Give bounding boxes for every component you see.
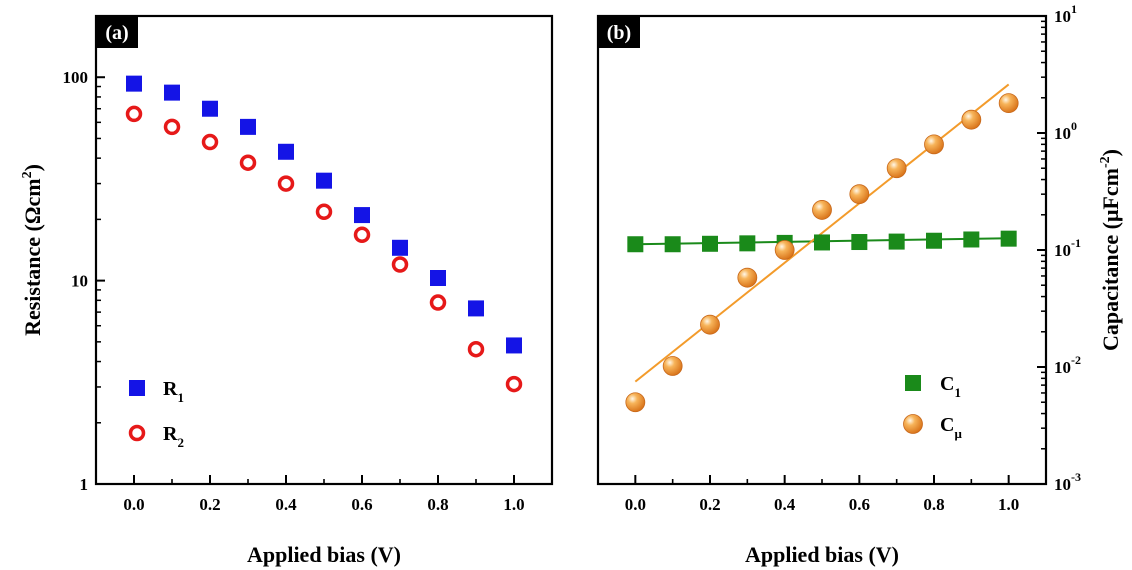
y-tick-label: 10-3 bbox=[1054, 470, 1081, 494]
panel-tag-box bbox=[598, 16, 640, 48]
data-point bbox=[963, 231, 980, 248]
data-point bbox=[998, 93, 1019, 114]
x-tick-label: 0.4 bbox=[275, 495, 297, 514]
x-tick-label: 0.0 bbox=[625, 495, 646, 514]
data-point bbox=[315, 203, 333, 221]
data-point bbox=[737, 267, 758, 288]
panel-tag-box bbox=[96, 16, 138, 48]
data-point bbox=[201, 133, 219, 151]
data-point bbox=[278, 143, 294, 160]
data-point bbox=[240, 118, 256, 135]
legend-label: R2 bbox=[163, 423, 184, 450]
x-tick-label: 0.0 bbox=[123, 495, 144, 514]
data-point bbox=[888, 233, 905, 250]
y-tick-label: 100 bbox=[63, 68, 89, 87]
data-point bbox=[126, 75, 142, 92]
data-series bbox=[625, 93, 1019, 413]
legend-marker bbox=[905, 375, 921, 391]
y-tick-label: 100 bbox=[1054, 119, 1077, 143]
data-point bbox=[505, 375, 523, 393]
data-point bbox=[506, 337, 522, 354]
data-point bbox=[774, 240, 795, 260]
data-series bbox=[125, 105, 523, 393]
panel-tag-label: (a) bbox=[105, 22, 128, 44]
data-point bbox=[851, 234, 868, 251]
data-point bbox=[662, 356, 683, 376]
data-point bbox=[886, 158, 907, 179]
data-point bbox=[277, 175, 295, 192]
y-tick-label: 10-1 bbox=[1054, 236, 1081, 260]
data-point bbox=[926, 232, 942, 249]
data-point bbox=[700, 314, 720, 335]
data-point bbox=[239, 154, 257, 171]
data-point bbox=[664, 236, 681, 253]
data-point bbox=[164, 84, 180, 101]
data-point bbox=[702, 235, 718, 252]
y-axis-title: Capacitance (μFcm-2) bbox=[1098, 149, 1123, 351]
x-tick-label: 0.6 bbox=[849, 495, 870, 514]
data-point bbox=[627, 236, 644, 253]
x-axis-title: Applied bias (V) bbox=[745, 542, 899, 567]
legend-label: R1 bbox=[163, 378, 184, 405]
x-tick-label: 0.4 bbox=[774, 495, 796, 514]
y-tick-label: 10 bbox=[71, 272, 88, 291]
data-point bbox=[1000, 230, 1017, 247]
panel-tag-label: (b) bbox=[607, 22, 631, 44]
data-point bbox=[812, 200, 832, 220]
legend: C1 Cμ bbox=[903, 373, 962, 441]
y-tick-label: 1 bbox=[80, 475, 89, 494]
x-axis-title: Applied bias (V) bbox=[247, 542, 401, 567]
data-point bbox=[467, 340, 485, 358]
x-tick-label: 0.8 bbox=[923, 495, 944, 514]
data-point bbox=[163, 118, 181, 136]
data-point bbox=[430, 270, 446, 287]
data-point bbox=[961, 109, 982, 130]
panel-tag: (a) bbox=[96, 16, 138, 48]
data-point bbox=[924, 134, 944, 155]
x-tick-label: 1.0 bbox=[998, 495, 1019, 514]
x-tick-label: 0.2 bbox=[699, 495, 720, 514]
data-point bbox=[353, 226, 371, 244]
data-point bbox=[391, 256, 409, 273]
data-point bbox=[625, 392, 646, 413]
panel-b-capacitance-chart: (b) 0.0 0.2 0.4 0.6 0.8 1.0 10-3 10-2 10-1 100 101 A… bbox=[596, 2, 1123, 567]
panel-tag: (b) bbox=[598, 16, 640, 48]
data-point bbox=[202, 100, 218, 117]
panel-a-resistance-chart: (a) 0.0 0.2 0.4 0.6 0.8 1.0 1 10 100 Applied bias … bbox=[20, 14, 554, 567]
data-point bbox=[354, 207, 370, 224]
data-point bbox=[125, 105, 143, 123]
data-point bbox=[849, 184, 870, 205]
legend: R1 R2 bbox=[128, 378, 184, 450]
data-point bbox=[739, 235, 756, 252]
legend-label: Cμ bbox=[940, 414, 962, 441]
x-tick-label: 1.0 bbox=[503, 495, 524, 514]
y-tick-label: 101 bbox=[1054, 2, 1077, 26]
legend-label: C1 bbox=[940, 373, 961, 400]
x-tick-label: 0.2 bbox=[199, 495, 220, 514]
data-series bbox=[126, 75, 522, 354]
fit-line bbox=[634, 83, 1010, 383]
data-point bbox=[468, 300, 484, 317]
data-point bbox=[316, 172, 332, 189]
x-tick-label: 0.8 bbox=[427, 495, 448, 514]
y-axis-title: Resistance (Ωcm2) bbox=[20, 164, 45, 336]
data-point bbox=[814, 234, 830, 251]
legend-marker bbox=[128, 424, 146, 442]
legend-marker bbox=[129, 380, 145, 396]
legend-marker bbox=[903, 414, 923, 434]
x-tick-label: 0.6 bbox=[351, 495, 372, 514]
data-point bbox=[392, 239, 408, 256]
y-tick-label: 10-2 bbox=[1054, 353, 1081, 377]
data-point bbox=[429, 294, 447, 311]
